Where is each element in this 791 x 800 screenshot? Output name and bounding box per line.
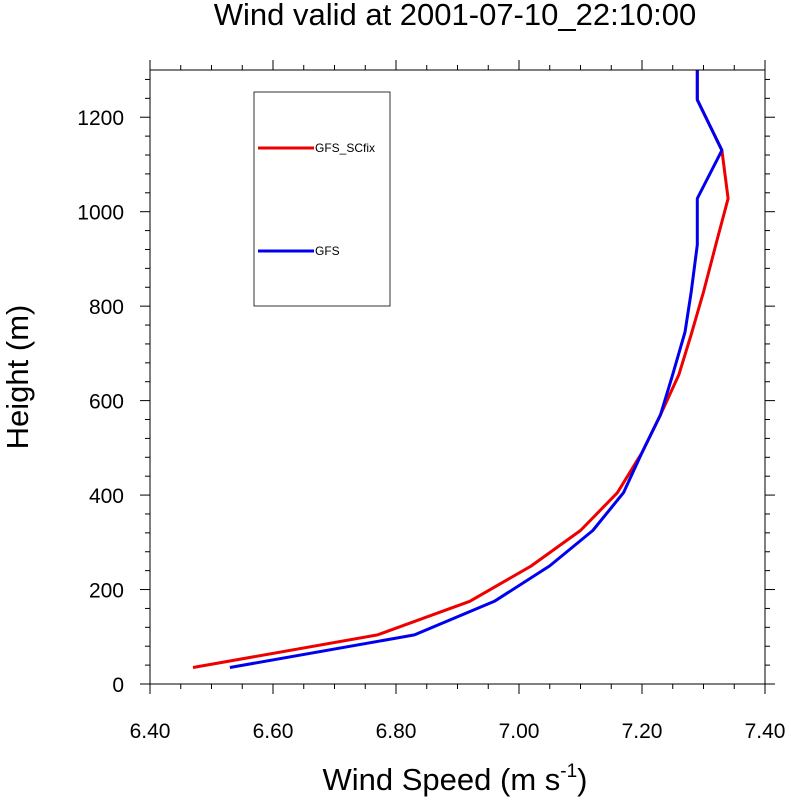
x-tick-labels: 6.40 6.60 6.80 7.00 7.20 7.40 — [130, 720, 786, 743]
x-tick-label: 6.60 — [253, 720, 294, 743]
x-tick-label: 7.40 — [745, 720, 786, 743]
x-axis-label-suffix: ) — [577, 762, 587, 797]
plot-frame — [149, 69, 766, 685]
y-tick-label: 400 — [89, 485, 124, 508]
x-axis-label-main: Wind Speed (m s — [323, 762, 561, 797]
legend-label-gfs-scfix: GFS_SCfix — [315, 141, 375, 155]
legend-box — [253, 91, 391, 307]
y-tick-label: 600 — [89, 391, 124, 414]
series-line-gfs-scfix — [192, 70, 730, 669]
series-layer — [192, 70, 730, 669]
x-tick-label: 6.80 — [376, 720, 417, 743]
y-tick-label: 1200 — [77, 107, 124, 130]
chart-title: Wind valid at 2001-07-10_22:10:00 — [214, 0, 697, 32]
axis-ticks — [140, 60, 775, 694]
x-axis-label: Wind Speed (m s-1) — [323, 761, 588, 797]
x-axis-label-superscript: -1 — [560, 761, 577, 782]
y-tick-label: 800 — [89, 296, 124, 319]
y-tick-label: 200 — [89, 580, 124, 603]
legend-label-gfs: GFS — [315, 244, 340, 258]
y-tick-labels: 0 200 400 600 800 1000 1200 — [77, 107, 124, 697]
y-axis-label: Height (m) — [0, 305, 35, 450]
legend: GFS_SCfix GFS — [253, 91, 391, 307]
x-tick-label: 6.40 — [130, 720, 171, 743]
x-tick-label: 7.20 — [622, 720, 663, 743]
y-tick-label: 0 — [112, 674, 124, 697]
y-tick-label: 1000 — [77, 202, 124, 225]
series-line-gfs — [229, 70, 724, 669]
x-tick-label: 7.00 — [499, 720, 540, 743]
